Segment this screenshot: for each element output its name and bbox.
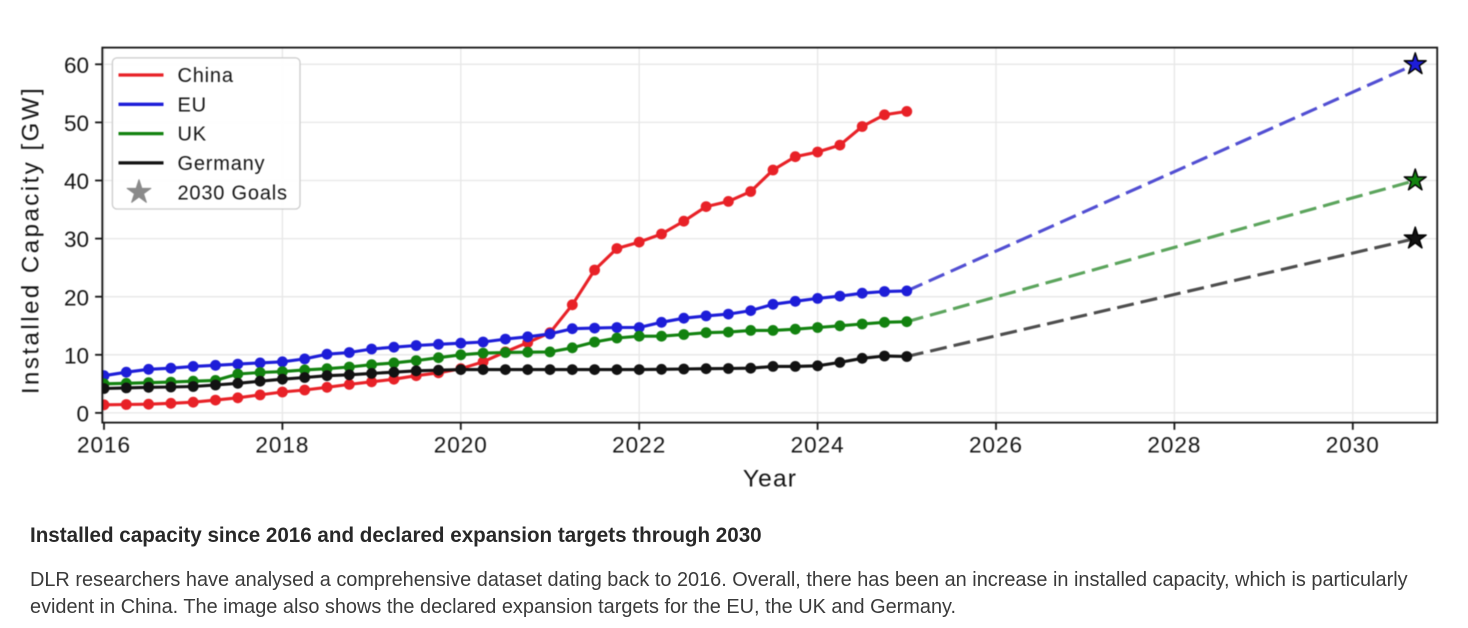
svg-text:0: 0	[76, 402, 89, 427]
svg-text:2024: 2024	[791, 433, 845, 458]
svg-text:10: 10	[64, 343, 89, 368]
svg-text:2028: 2028	[1147, 433, 1201, 458]
svg-text:China: China	[178, 65, 234, 87]
svg-text:Germany: Germany	[178, 153, 266, 175]
svg-text:2016: 2016	[77, 433, 131, 458]
svg-text:2020: 2020	[434, 433, 488, 458]
svg-text:2030 Goals: 2030 Goals	[178, 182, 288, 204]
svg-text:20: 20	[64, 285, 89, 310]
svg-text:2018: 2018	[255, 433, 309, 458]
svg-text:60: 60	[64, 53, 89, 78]
svg-text:Installed Capacity [GW]: Installed Capacity [GW]	[18, 86, 45, 394]
svg-text:2022: 2022	[612, 433, 666, 458]
svg-text:2026: 2026	[969, 433, 1023, 458]
svg-text:EU: EU	[178, 94, 207, 116]
svg-text:UK: UK	[178, 124, 207, 146]
svg-text:2030: 2030	[1326, 433, 1380, 458]
svg-text:50: 50	[64, 111, 89, 136]
svg-text:Year: Year	[743, 466, 797, 493]
svg-text:30: 30	[64, 227, 89, 252]
svg-text:40: 40	[64, 169, 89, 194]
